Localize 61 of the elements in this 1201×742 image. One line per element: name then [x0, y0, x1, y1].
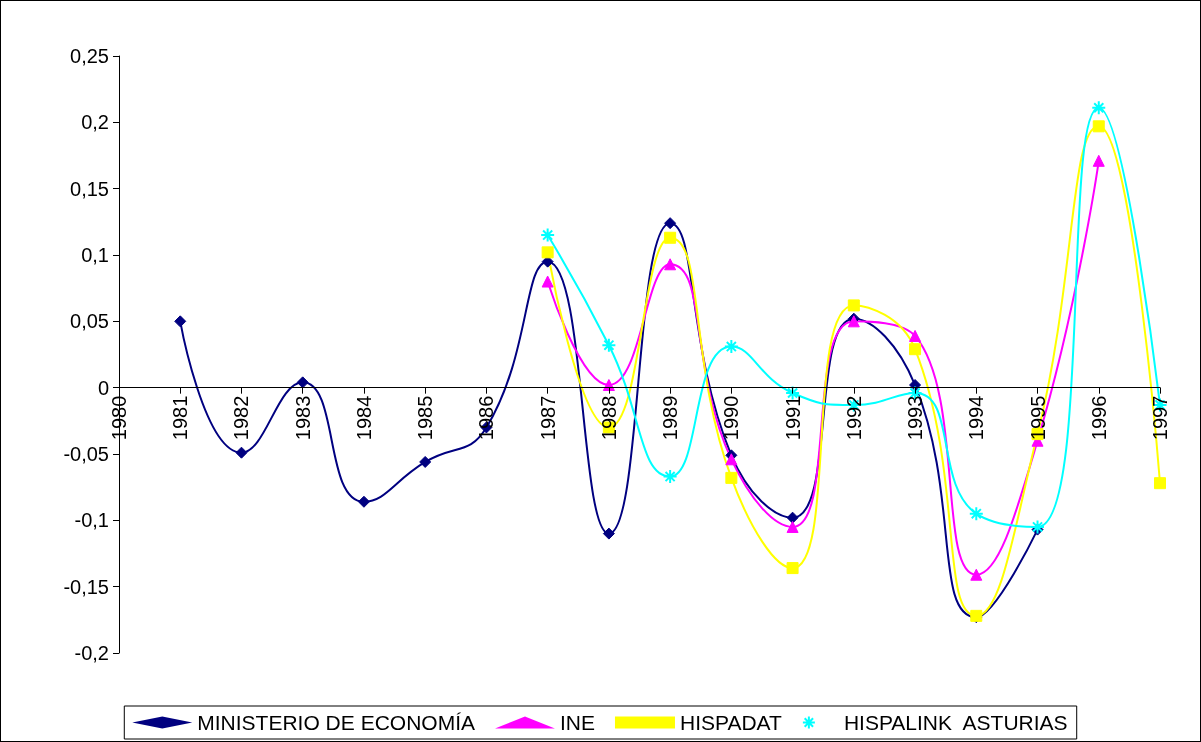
- legend-label: HISPALINK ASTURIAS: [843, 711, 1068, 734]
- point: [909, 329, 922, 342]
- point: [786, 520, 799, 533]
- x-tick-label: 1994: [965, 395, 988, 441]
- x-tick-label: 1991: [781, 395, 804, 441]
- point: [664, 231, 677, 244]
- y-tick-label: 0: [97, 376, 109, 399]
- point: [419, 455, 432, 468]
- x-tick-label: 1982: [230, 395, 253, 441]
- point: [541, 275, 554, 288]
- point: [1092, 154, 1105, 167]
- point: [602, 527, 615, 540]
- x-tick-label: 1986: [475, 395, 498, 441]
- x-tick-label: 1992: [842, 395, 865, 441]
- point: [235, 446, 248, 459]
- y-tick-label: -0,05: [63, 443, 109, 465]
- y-tick-label: -0,15: [63, 575, 109, 598]
- x-tick-label: 1988: [597, 395, 620, 441]
- point: [725, 471, 738, 484]
- point: [1092, 120, 1105, 133]
- y-tick-label: -0,2: [74, 642, 109, 664]
- legend-label: MINISTERIO DE ECONOMÍA: [197, 711, 475, 734]
- y-tick-label: 0,1: [81, 244, 109, 266]
- x-tick-label: 1993: [904, 395, 927, 441]
- x-tick-label: 1995: [1026, 395, 1049, 441]
- x-tick-label: 1984: [352, 395, 375, 441]
- point: [662, 469, 678, 485]
- x-tick-label: 1990: [720, 395, 743, 441]
- point: [664, 258, 677, 271]
- point: [1154, 477, 1166, 490]
- point: [1030, 519, 1046, 535]
- x-tick-label: 1985: [414, 395, 437, 441]
- point: [970, 568, 983, 581]
- x-tick-label: 1987: [536, 395, 559, 441]
- y-tick-label: 0,2: [81, 111, 109, 134]
- point: [541, 246, 554, 259]
- point: [540, 227, 556, 243]
- x-tick-label: 1996: [1087, 395, 1110, 441]
- y-tick-label: -0,1: [74, 509, 109, 532]
- point: [174, 315, 187, 328]
- y-tick-label: 0,25: [70, 45, 109, 67]
- point: [723, 339, 739, 355]
- point: [786, 511, 799, 524]
- x-tick-label: 1989: [659, 395, 682, 441]
- legend-label: HISPADAT: [679, 711, 783, 734]
- point: [664, 217, 677, 230]
- legend-label: INE: [559, 711, 595, 734]
- y-tick-label: 0,15: [70, 177, 109, 200]
- x-tick-label: 1997: [1149, 395, 1171, 441]
- point: [725, 453, 738, 466]
- point: [601, 337, 617, 353]
- x-tick-label: 1981: [169, 395, 192, 441]
- point: [1091, 100, 1107, 116]
- point: [968, 506, 984, 522]
- point: [357, 495, 370, 508]
- x-tick-label: 1983: [291, 395, 314, 441]
- point: [909, 343, 922, 356]
- y-tick-label: 0,05: [70, 310, 109, 333]
- point: [786, 562, 799, 575]
- point: [847, 299, 860, 312]
- point: [602, 379, 615, 392]
